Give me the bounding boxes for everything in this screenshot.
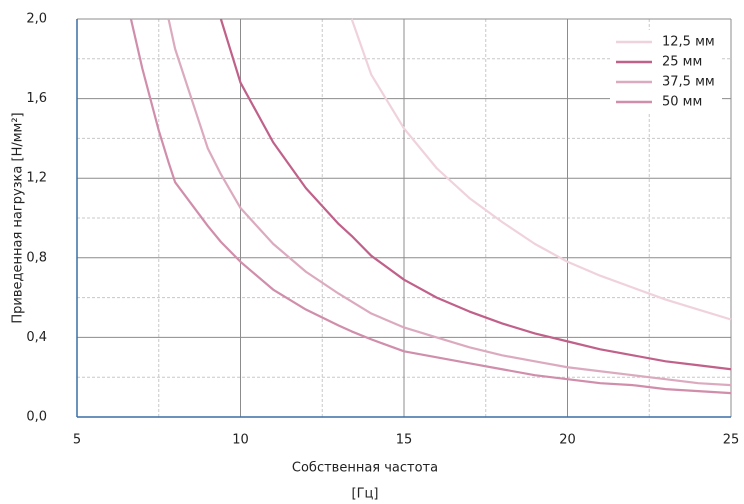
legend-label: 12,5 мм [662, 35, 715, 50]
y-tick-label: 0,0 [26, 410, 47, 425]
y-axis-title: Приведенная нагрузка [Н/мм²] [11, 112, 26, 323]
x-axis-unit: [Гц] [352, 487, 379, 502]
legend-box [610, 30, 722, 114]
x-tick-label: 10 [232, 433, 249, 448]
legend-label: 50 мм [662, 95, 702, 110]
x-tick-label: 5 [73, 433, 81, 448]
y-tick-label: 2,0 [26, 12, 47, 27]
y-tick-label: 0,8 [26, 250, 47, 265]
series-line [129, 18, 732, 395]
series-line [167, 18, 732, 387]
x-tick-label: 25 [723, 433, 740, 448]
legend-label: 25 мм [662, 55, 702, 70]
y-tick-label: 1,6 [26, 91, 47, 106]
series-line [350, 18, 732, 321]
x-tick-label: 20 [559, 433, 576, 448]
x-axis-title: Собственная частота [292, 461, 438, 476]
legend-label: 37,5 мм [662, 75, 715, 90]
x-tick-label: 15 [396, 433, 413, 448]
series-line [219, 18, 732, 371]
y-tick-label: 0,4 [26, 330, 47, 345]
y-tick-label: 1,2 [26, 171, 47, 186]
